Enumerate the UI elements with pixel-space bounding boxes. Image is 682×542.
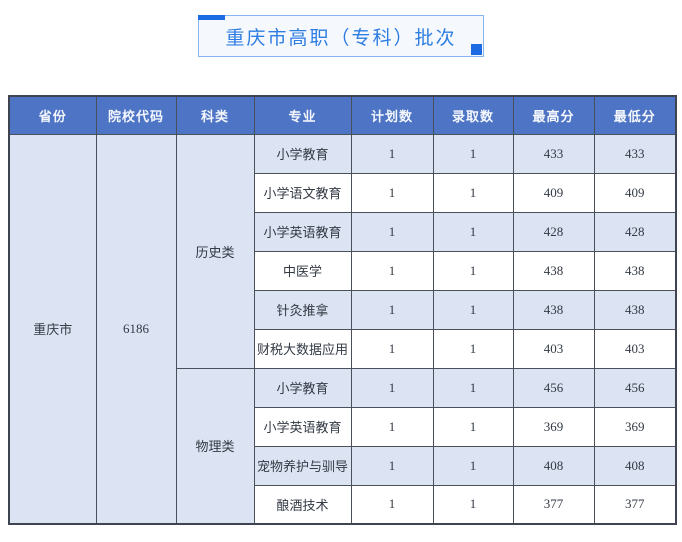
table-row: 重庆市 6186 历史类 小学教育 1 1 433 433 xyxy=(8,133,677,525)
cell-province: 重庆市 xyxy=(8,133,97,525)
cell-admit-count: 1 xyxy=(432,250,514,291)
header-row: 省份 院校代码 科类 专业 计划数 录取数 最高分 最低分 xyxy=(8,95,677,135)
header-max-score: 最高分 xyxy=(512,95,595,135)
cell-plan-count: 1 xyxy=(350,328,434,369)
table-row: 中医学 1 1 438 438 xyxy=(9,250,677,291)
cell-major: 小学英语教育 xyxy=(253,211,352,252)
cell-admit-count: 1 xyxy=(432,133,514,174)
cell-admit-count: 1 xyxy=(432,211,514,252)
cell-min-score: 377 xyxy=(593,484,677,525)
cell-plan-count: 1 xyxy=(350,367,434,408)
cell-plan-count: 1 xyxy=(350,289,434,330)
table-row: 宠物养护与驯导 1 1 408 408 xyxy=(9,445,677,486)
admission-score-table: 省份 院校代码 科类 专业 计划数 录取数 最高分 最低分 重庆市 6186 历… xyxy=(8,95,677,525)
cell-category-physics: 物理类 xyxy=(175,367,255,525)
cell-admit-count: 1 xyxy=(432,484,514,525)
cell-max-score: 456 xyxy=(512,367,595,408)
header-plan-count: 计划数 xyxy=(350,95,434,135)
title-banner: 重庆市高职（专科）批次 xyxy=(0,0,682,57)
cell-major: 财税大数据应用 xyxy=(253,328,352,369)
cell-admit-count: 1 xyxy=(432,406,514,447)
header-province: 省份 xyxy=(8,95,97,135)
header-school-code: 院校代码 xyxy=(95,95,177,135)
cell-max-score: 369 xyxy=(512,406,595,447)
cell-max-score: 438 xyxy=(512,289,595,330)
cell-max-score: 403 xyxy=(512,328,595,369)
header-admit-count: 录取数 xyxy=(432,95,514,135)
cell-max-score: 408 xyxy=(512,445,595,486)
title-box: 重庆市高职（专科）批次 xyxy=(198,15,484,57)
cell-major: 小学教育 xyxy=(253,133,352,174)
cell-plan-count: 1 xyxy=(350,250,434,291)
cell-major: 针灸推拿 xyxy=(253,289,352,330)
table-row: 小学英语教育 1 1 428 428 xyxy=(9,211,677,252)
cell-max-score: 409 xyxy=(512,172,595,213)
cell-category-history: 历史类 xyxy=(175,133,255,369)
page-title: 重庆市高职（专科）批次 xyxy=(225,27,457,49)
cell-plan-count: 1 xyxy=(350,445,434,486)
cell-min-score: 409 xyxy=(593,172,677,213)
cell-max-score: 428 xyxy=(512,211,595,252)
cell-plan-count: 1 xyxy=(350,406,434,447)
cell-min-score: 433 xyxy=(593,133,677,174)
cell-min-score: 438 xyxy=(593,250,677,291)
table-row: 小学英语教育 1 1 369 369 xyxy=(9,406,677,447)
cell-min-score: 408 xyxy=(593,445,677,486)
header-major: 专业 xyxy=(253,95,352,135)
cell-min-score: 428 xyxy=(593,211,677,252)
cell-admit-count: 1 xyxy=(432,328,514,369)
cell-plan-count: 1 xyxy=(350,133,434,174)
header-min-score: 最低分 xyxy=(593,95,677,135)
cell-max-score: 438 xyxy=(512,250,595,291)
title-accent-bar xyxy=(198,15,226,20)
cell-admit-count: 1 xyxy=(432,172,514,213)
table-row: 酿酒技术 1 1 377 377 xyxy=(9,484,677,525)
cell-plan-count: 1 xyxy=(350,172,434,213)
cell-min-score: 456 xyxy=(593,367,677,408)
cell-admit-count: 1 xyxy=(432,289,514,330)
table-row: 针灸推拿 1 1 438 438 xyxy=(9,289,677,330)
cell-admit-count: 1 xyxy=(432,367,514,408)
cell-admit-count: 1 xyxy=(432,445,514,486)
cell-min-score: 438 xyxy=(593,289,677,330)
cell-major: 小学教育 xyxy=(253,367,352,408)
title-accent-square xyxy=(470,44,482,55)
cell-major: 小学英语教育 xyxy=(253,406,352,447)
cell-min-score: 369 xyxy=(593,406,677,447)
cell-plan-count: 1 xyxy=(350,211,434,252)
cell-min-score: 403 xyxy=(593,328,677,369)
header-category: 科类 xyxy=(175,95,255,135)
cell-max-score: 377 xyxy=(512,484,595,525)
cell-school-code: 6186 xyxy=(95,133,177,525)
cell-plan-count: 1 xyxy=(350,484,434,525)
cell-major: 酿酒技术 xyxy=(253,484,352,525)
cell-major: 小学语文教育 xyxy=(253,172,352,213)
cell-max-score: 433 xyxy=(512,133,595,174)
table-row: 小学语文教育 1 1 409 409 xyxy=(9,172,677,213)
score-table-container: 省份 院校代码 科类 专业 计划数 录取数 最高分 最低分 重庆市 6186 历… xyxy=(8,95,677,525)
cell-major: 宠物养护与驯导 xyxy=(253,445,352,486)
cell-major: 中医学 xyxy=(253,250,352,291)
